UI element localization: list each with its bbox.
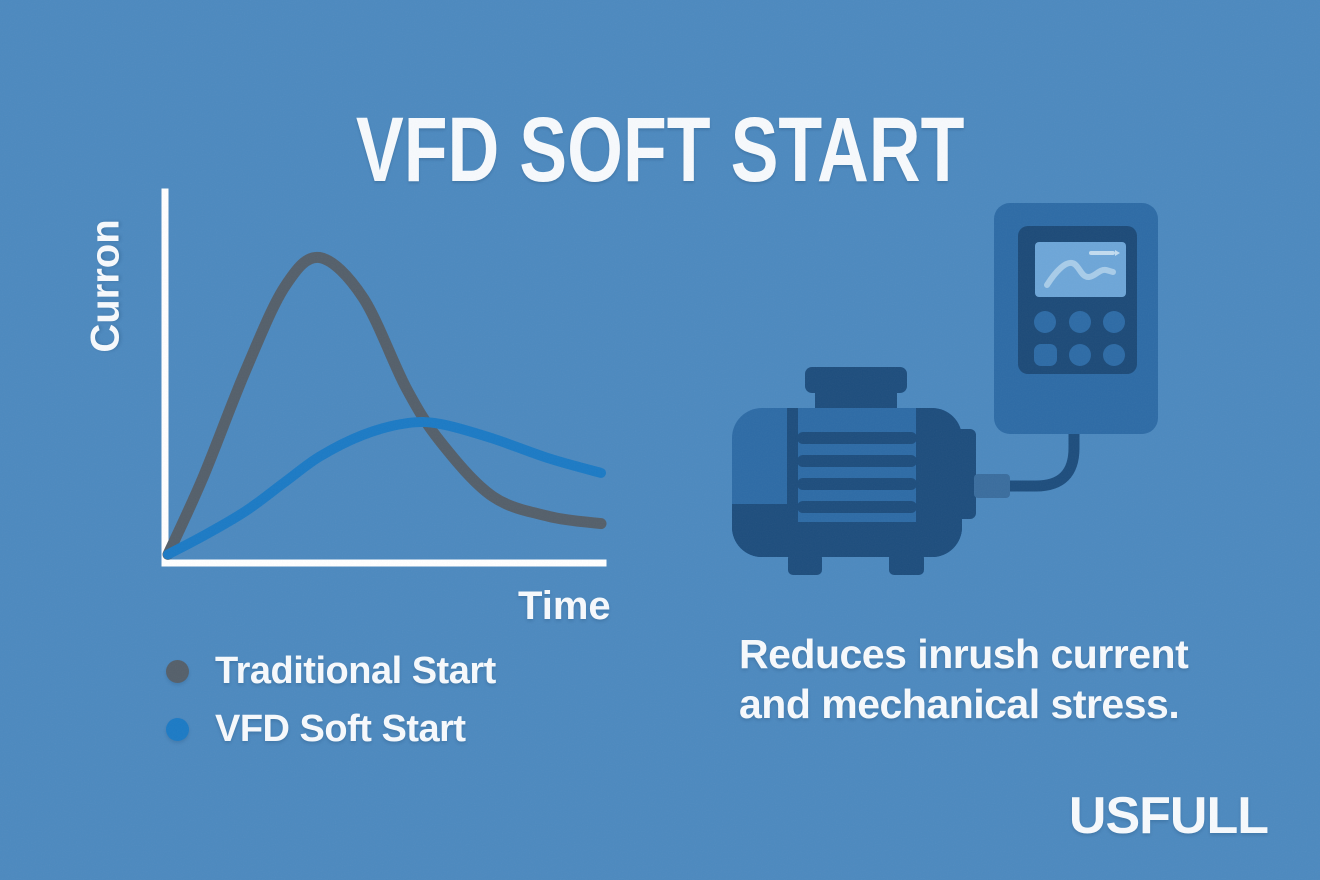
vfd-drive-icon [994,203,1158,434]
traditional-start-curve [162,251,607,560]
cable [1002,426,1080,492]
brand-logo: USFULL [1068,787,1269,845]
motor-icon [732,367,1010,575]
vfd-button [1069,344,1091,366]
motor-shaft-block [952,429,976,519]
vfd-button [1069,311,1091,333]
vfd-soft-start-curve [163,417,606,560]
legend-label-traditional: Traditional Start [215,649,496,692]
motor-vfd-illustration [732,203,1158,575]
motor-fin [797,432,917,444]
motor-fin [797,501,917,513]
motor-fin [797,478,917,490]
vfd-button [1103,311,1125,333]
legend-dot-traditional [166,659,189,683]
vfd-button [1034,311,1056,333]
legend-item-vfd: VFD Soft Start [166,707,466,751]
chart-axes [161,188,607,567]
chart-curves [162,251,607,560]
motor-divider [787,408,798,557]
legend-label-vfd: VFD Soft Start [215,707,466,750]
vfd-button [1034,344,1057,366]
legend-item-traditional: Traditional Start [166,649,496,693]
x-axis-label: Time [518,584,611,628]
motor-fin [797,455,917,467]
vfd-button [1103,344,1125,366]
legend-dot-vfd [166,717,189,741]
motor-shaft-connector [974,474,1010,498]
caption-line-2: and mechanical stress. [739,681,1180,727]
caption: Reduces inrush current and mechanical st… [739,629,1189,729]
motor-terminal-box [805,367,907,393]
caption-line-1: Reduces inrush current [739,631,1189,677]
current-vs-time-chart [161,188,607,567]
